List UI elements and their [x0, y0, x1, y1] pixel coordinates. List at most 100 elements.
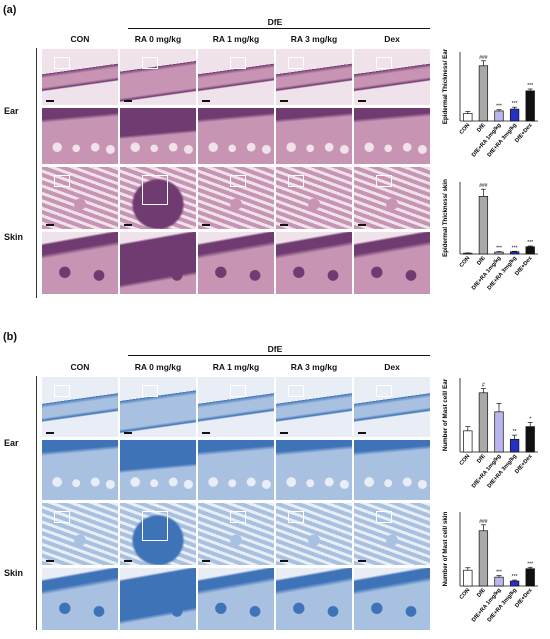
scale-bar: [202, 432, 210, 434]
panel-b-col-ra3: RA 3 mg/kg: [290, 362, 338, 372]
panel-a-tile-skin-low-4: [354, 167, 430, 229]
panel-a-col-ra3: RA 3 mg/kg: [290, 34, 338, 44]
panel-a-group-label: DfE: [267, 17, 283, 27]
panel-a-chart-skin-bar-2: [494, 251, 504, 255]
scale-bar: [46, 432, 54, 434]
scale-bar: [124, 560, 132, 562]
panel-b-chart-skin: Number of Mast cell/ skin CON ### DfE *** DfE…: [442, 511, 538, 623]
panel-a-chart-skin-xtick-4: DfE+Dex: [514, 255, 534, 277]
panel-a-chart-ear-xtick-4: DfE+Dex: [514, 122, 534, 144]
selection-box: [54, 511, 70, 523]
panel-a-chart-ear-bar-1: [478, 65, 489, 122]
selection-box: [230, 511, 246, 523]
panel-a-chart-ear-annotation-1: ###: [479, 55, 488, 61]
panel-b-chart-ear-annotation-4: *: [529, 416, 531, 422]
panel-b-chart-ear-xtick-4: DfE+Dex: [514, 453, 534, 475]
panel-a-col-dex: Dex: [384, 34, 400, 44]
panel-a-chart-skin-bar-4: [525, 246, 535, 255]
scale-bar: [280, 100, 288, 102]
scale-bar: [280, 560, 288, 562]
panel-b-row-divider: [36, 376, 37, 630]
panel-a-chart-skin-ylabel: Epidermal Thickness/ skin: [442, 179, 449, 257]
panel-a-tile-ear-low-4: [354, 49, 430, 105]
panel-a-chart-ear-ylabel: Epidermal Thickness/ Ear: [442, 48, 449, 124]
selection-box: [54, 385, 70, 397]
panel-b-tile-skin-low-1: [120, 503, 196, 565]
scale-bar: [124, 432, 132, 434]
panel-a-tile-skin-high-4: [354, 232, 430, 294]
selection-box: [142, 57, 158, 69]
panel-b-tile-ear-high-2: [198, 440, 274, 500]
panel-a-tile-skin-high-1: [120, 232, 196, 294]
panel-a-chart-ear-xtick-1: DfE: [476, 122, 487, 133]
scale-bar: [46, 560, 54, 562]
panel-a-chart-ear-bar-2: [494, 110, 504, 122]
panel-b-row-ear: Ear: [4, 438, 19, 448]
scale-bar: [202, 100, 210, 102]
panel-a-chart-skin-annotation-1: ###: [479, 183, 488, 189]
panel-a-tile-skin-low-2: [198, 167, 274, 229]
selection-box: [376, 57, 392, 69]
selection-box: [288, 511, 304, 523]
panel-a-tile-ear-high-0: [42, 108, 118, 164]
panel-a-chart-skin-xtick-1: DfE: [476, 255, 487, 266]
panel-b-tile-ear-high-4: [354, 440, 430, 500]
panel-b-chart-ear-bar-2: [494, 411, 504, 453]
scale-bar: [358, 100, 366, 102]
panel-b-tile-ear-low-4: [354, 377, 430, 437]
panel-b-tile-skin-high-1: [120, 568, 196, 630]
scale-bar: [280, 224, 288, 226]
scale-bar: [124, 224, 132, 226]
panel-a-chart-skin-bar-1: [478, 196, 489, 255]
scale-bar: [46, 100, 54, 102]
panel-a-tile-skin-high-2: [198, 232, 274, 294]
panel-b-tile-skin-high-3: [276, 568, 352, 630]
panel-a-chart-ear-bar-0: [463, 113, 473, 122]
scale-bar: [202, 560, 210, 562]
panel-b-chart-skin-ylabel: Number of Mast cell/ skin: [442, 511, 449, 586]
panel-b-chart-skin-annotation-4: ***: [527, 561, 533, 567]
panel-a-letter: (a): [3, 4, 17, 16]
panel-a-tile-ear-high-4: [354, 108, 430, 164]
scale-bar: [46, 224, 54, 226]
panel-a-tile-ear-high-1: [120, 108, 196, 164]
panel-a-chart-ear-annotation-4: ***: [527, 83, 533, 89]
selection-box: [142, 511, 168, 541]
scale-bar: [358, 560, 366, 562]
panel-b-tile-ear-low-1: [120, 377, 196, 437]
panel-b-chart-skin-annotation-3: ***: [512, 574, 518, 580]
selection-box: [54, 57, 70, 69]
panel-b-chart-ear-xtick-0: CON: [459, 453, 472, 466]
panel-a-tile-skin-high-3: [276, 232, 352, 294]
panel-a-col-ra1: RA 1 mg/kg: [212, 34, 260, 44]
selection-box: [230, 385, 246, 397]
panel-b-chart-skin-bar-0: [463, 569, 473, 587]
panel-b-col-ra0: RA 0 mg/kg: [134, 362, 182, 372]
panel-a-tile-ear-high-2: [198, 108, 274, 164]
panel-a-row-ear: Ear: [4, 106, 19, 116]
panel-a-chart-ear-xtick-0: CON: [459, 122, 472, 135]
panel-b-chart-ear-annotation-3: **: [513, 429, 517, 435]
selection-box: [288, 57, 304, 69]
scale-bar: [124, 100, 132, 102]
panel-a-tile-ear-low-2: [198, 49, 274, 105]
panel-b-chart-ear-ylabel: Number of Mast cell/ Ear: [442, 378, 449, 451]
panel-b-chart-ear-bar-0: [463, 430, 473, 453]
panel-a-chart-skin-bar-3: [509, 251, 520, 255]
panel-a-chart-ear: Epidermal Thickness/ Ear CON ### DfE *** DfE+…: [442, 48, 538, 158]
panel-b-row-skin: Skin: [4, 568, 24, 578]
panel-b-tile-skin-low-4: [354, 503, 430, 565]
panel-a-row-divider: [36, 48, 37, 298]
scale-bar: [280, 432, 288, 434]
panel-b-chart-skin-annotation-1: ###: [479, 519, 488, 525]
panel-b-chart-skin-annotation-2: ***: [496, 570, 502, 576]
panel-b-col-con: CON: [70, 362, 90, 372]
panel-a-col-ra0: RA 0 mg/kg: [134, 34, 182, 44]
panel-a-chart-ear-bar-4: [525, 90, 535, 122]
panel-b-chart-skin-xtick-4: DfE+Dex: [514, 587, 534, 609]
panel-a-col-con: CON: [70, 34, 90, 44]
panel-b-tile-ear-high-1: [120, 440, 196, 500]
panel-a-chart-skin-bar-0: [463, 252, 473, 255]
panel-a-chart-skin-xtick-0: CON: [459, 255, 472, 268]
